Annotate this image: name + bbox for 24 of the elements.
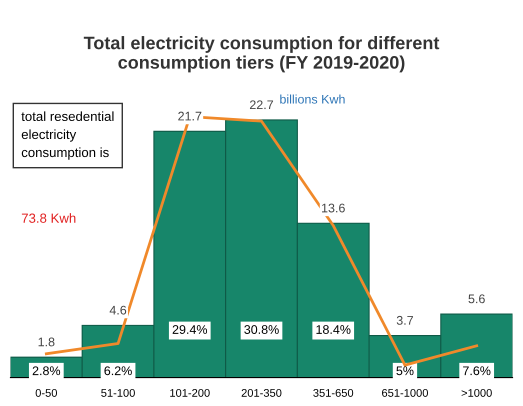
x-tick-label: 351-650 <box>313 388 354 397</box>
data-label: 5.6 <box>468 294 485 304</box>
chart-title: Total electricity consumption for different consumption tiers (FY 2019-2020) <box>84 36 440 72</box>
annotation: 6.2% <box>104 366 132 376</box>
x-tick-label: 0-50 <box>36 388 58 397</box>
annotation: 7.6% <box>463 366 490 376</box>
annotation: 30.8% <box>244 325 279 334</box>
data-label: 13.6 <box>322 204 345 212</box>
annotation: 73.8 Kwh <box>22 213 76 223</box>
x-tick-label: >1000 <box>462 388 492 397</box>
annotation: 29.4% <box>172 325 208 334</box>
annotation: 2.8% <box>32 366 60 376</box>
annotation: 5% <box>396 366 414 376</box>
annotation: total resedential electricity consumption is <box>21 111 114 160</box>
x-tick-label: 651-1000 <box>382 388 428 397</box>
x-tick-label: 201-350 <box>242 388 282 397</box>
data-label: 22.7 <box>250 100 274 110</box>
x-tick-label: 51-100 <box>101 388 135 397</box>
data-label: 1.8 <box>38 338 54 346</box>
annotation: 18.4% <box>316 325 351 334</box>
x-tick-label: 101-200 <box>170 388 210 397</box>
data-label: 4.6 <box>110 306 126 315</box>
data-label: 3.7 <box>396 316 414 325</box>
text: billions Kwh <box>280 94 345 104</box>
